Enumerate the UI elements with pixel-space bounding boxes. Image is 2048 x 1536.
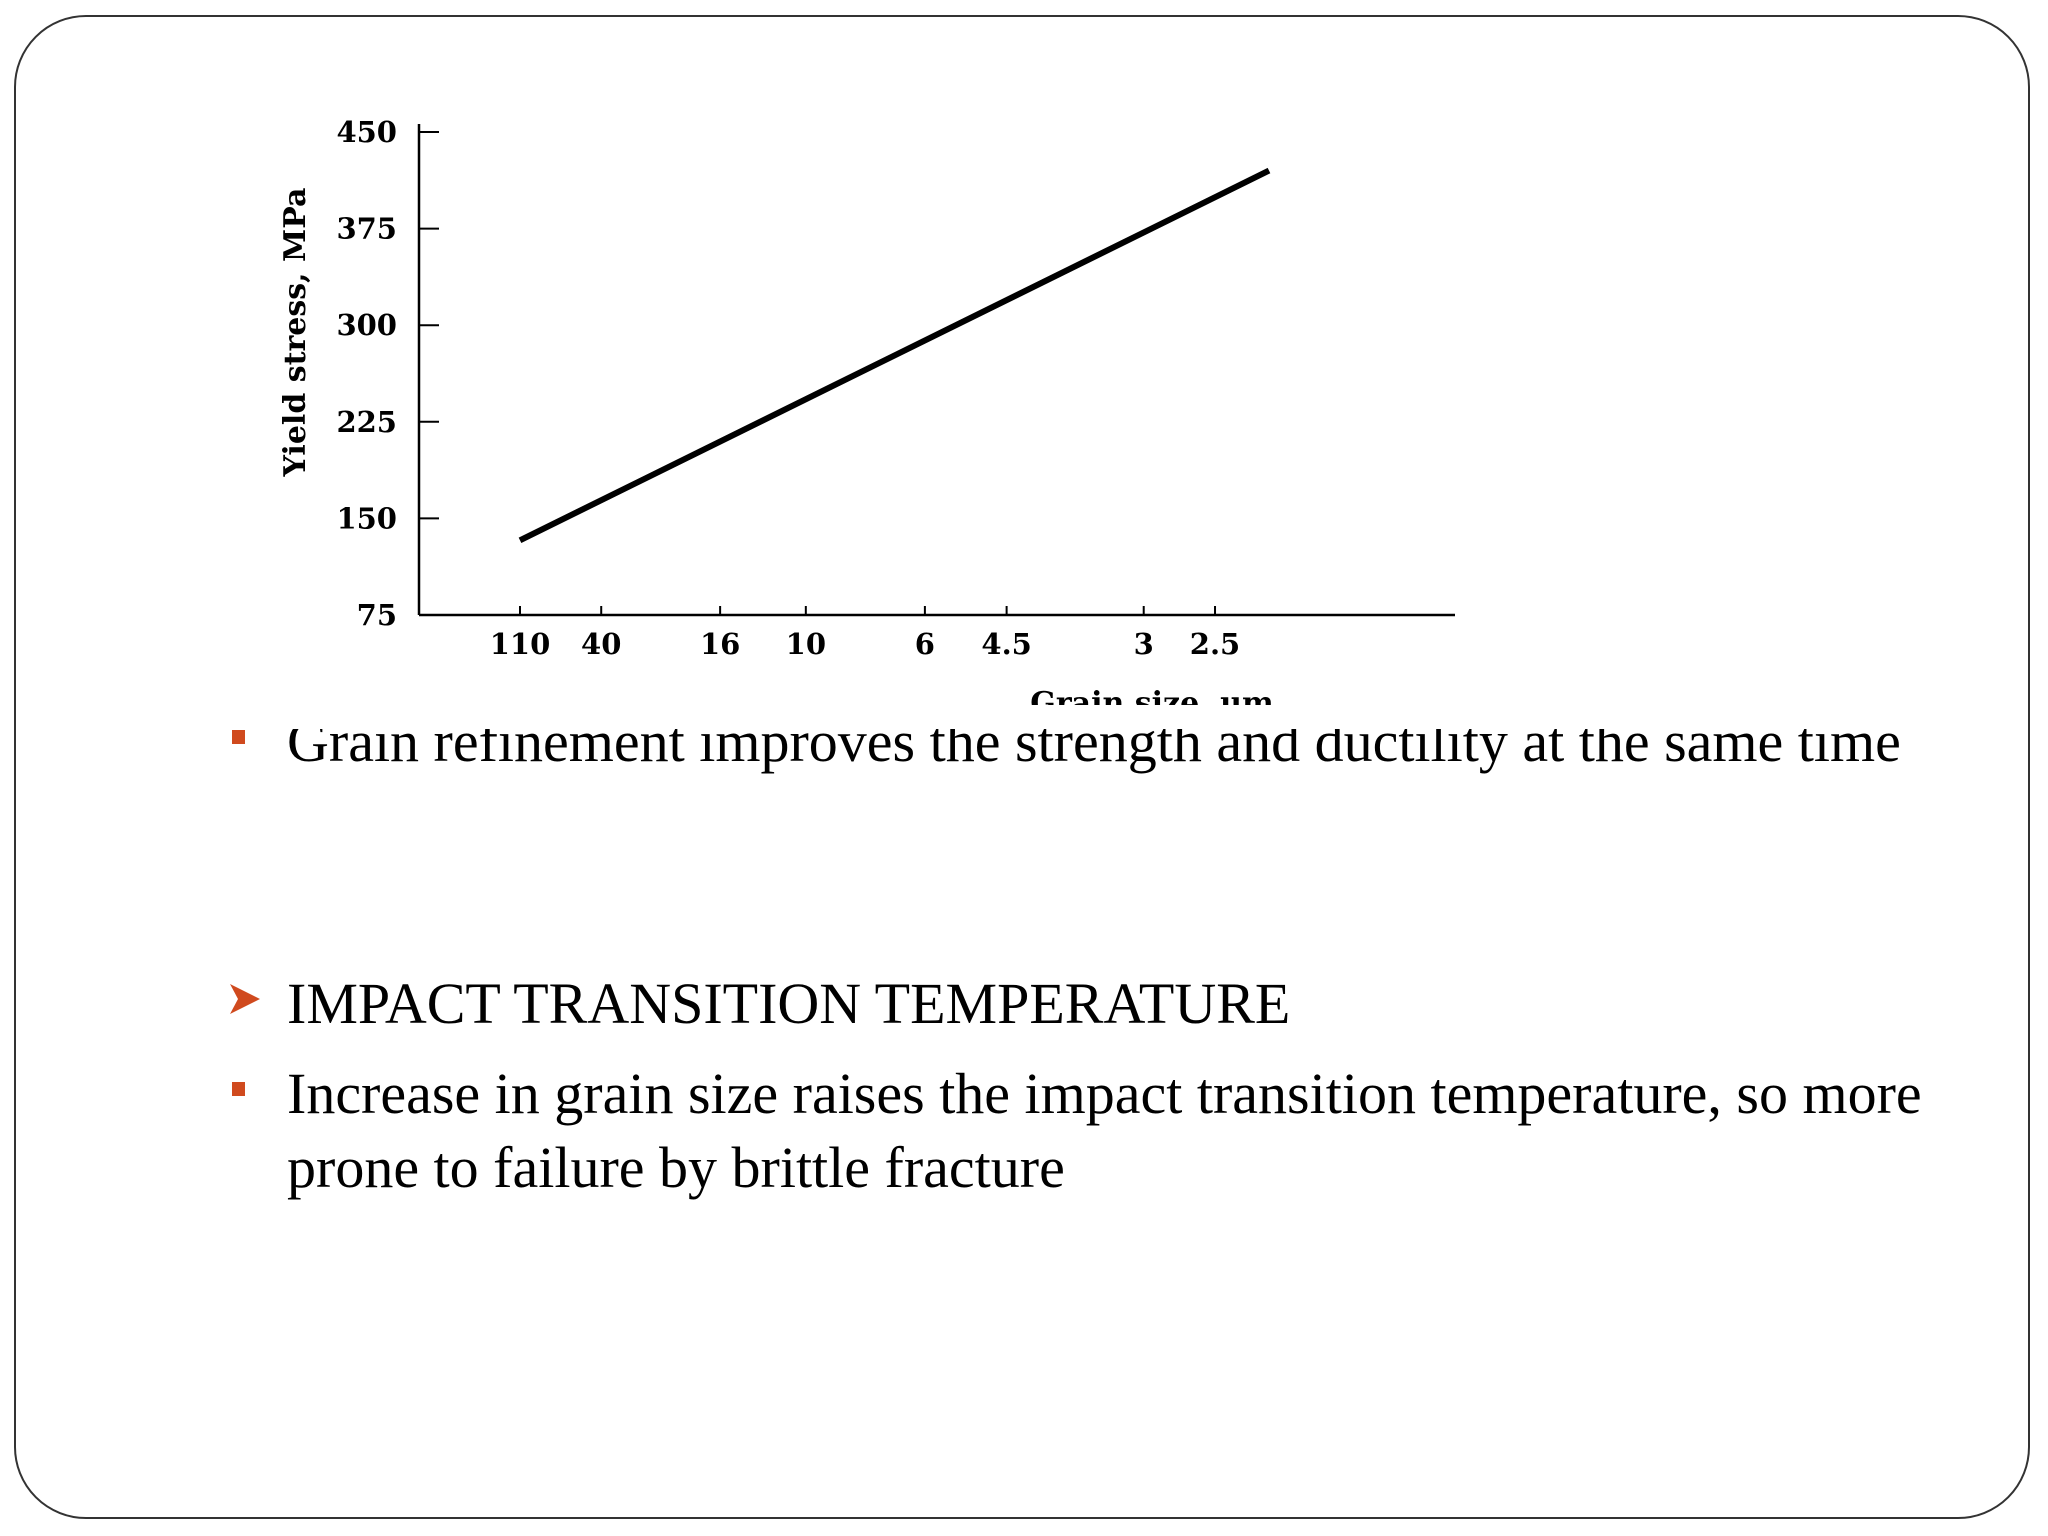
x-tick-label: 16 [700,627,740,661]
y-tick-label: 300 [336,308,397,342]
x-tick-label: 2.5 [1190,627,1240,661]
square-marker-shape [232,1082,245,1096]
x-tick-label: 10 [786,627,826,661]
y-tick-label: 375 [336,212,397,246]
heading-text: IMPACT TRANSITION TEMPERATURE [287,971,1291,1036]
x-axis-ticks: 110 40 16 10 6 4.5 3 2.5 [490,606,1240,661]
x-tick-label: 40 [581,627,621,661]
series-layer [518,167,1271,543]
y-axis-title: Yield stress, MPa [278,188,313,478]
y-tick-label: 150 [336,501,397,535]
bullet-text: Increase in grain size raises the impact… [287,1061,1922,1200]
bullet-item-impact-transition: IMPACT TRANSITION TEMPERATURE [228,967,1948,1041]
slide-frame [14,15,2030,1519]
x-tick-label: 4.5 [981,627,1031,661]
bullet-text-wrap: Grain refinement improves the strength a… [287,705,1901,853]
y-tick-label: 75 [357,598,397,632]
x-tick-label: 3 [1134,627,1154,661]
bullet-item-grain-size-increase: Increase in grain size raises the impact… [228,1057,1948,1205]
arrow-marker-shape [230,984,260,1014]
text-overlap-mask [287,705,1901,729]
y-axis-ticks: 75 150 225 300 375 450 [336,115,439,632]
grain-size-chart: 75 150 225 300 375 450 110 40 16 10 6 4.5 3 2.5 Grai… [255,100,1475,740]
bullet-item-grain-refinement: Grain refinement improves the strength a… [228,705,1948,853]
y-tick-label: 225 [336,405,397,439]
x-tick-label: 110 [490,627,551,661]
y-tick-label: 450 [336,115,397,149]
x-tick-label: 6 [915,627,935,661]
yield-stress-line [518,167,1271,543]
square-marker-shape [232,730,245,744]
